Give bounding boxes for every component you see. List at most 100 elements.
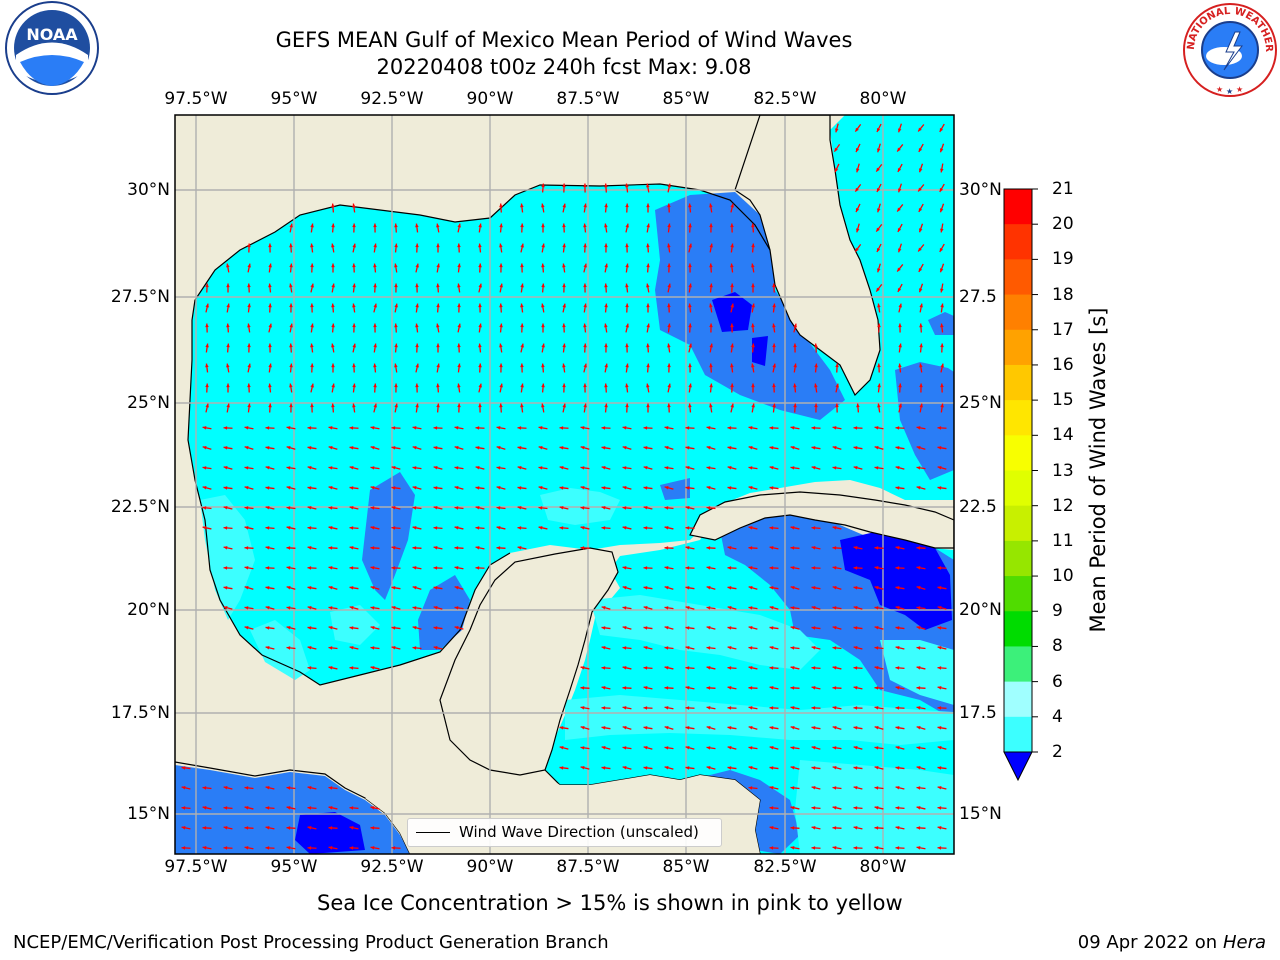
wind-arrow-head [226,263,230,268]
wind-arrow-head [601,686,606,690]
wind-arrow-head [394,323,398,328]
colorbar-tick-label: 10 [1052,566,1074,587]
wind-arrow-head [622,606,627,610]
wind-arrow-head [937,806,942,810]
wind-arrow-head [643,566,648,570]
wind-arrow-head [940,383,944,388]
wind-arrow-head [748,546,753,550]
wind-arrow-head [289,283,293,288]
wind-arrow-head [331,303,335,308]
wind-arrow-head [310,263,314,268]
wind-arrow-head [853,586,858,590]
wind-arrow-head [286,445,291,450]
wind-arrow-head [876,227,880,232]
wind-arrow-head [790,766,795,770]
wind-arrow-head [391,486,396,490]
wind-arrow-head [874,666,879,670]
wind-arrow-head [706,766,711,770]
wind-arrow-head [895,846,900,850]
wind-arrow-head [349,566,354,570]
wind-arrow-head [331,363,335,368]
colorbar-tick-label: 8 [1052,636,1063,657]
wind-arrow-head [814,363,818,368]
wind-arrow-head [307,426,312,430]
wind-arrow-head [916,786,921,790]
wind-arrow-head [874,746,879,750]
wind-arrow-head [709,363,713,368]
wind-arrow-head [751,363,755,368]
wind-arrow-head [436,363,440,368]
wind-arrow-head [685,726,690,730]
wind-arrow-head [916,766,921,770]
wind-arrow-head [748,686,753,690]
wind-arrow-head [415,323,419,328]
wind-arrow-head [664,606,669,610]
wind-arrow-head [181,806,186,810]
wind-arrow-head [685,606,690,610]
wind-arrow-head [874,786,879,790]
wind-arrow-head [436,303,440,308]
wind-arrow-head [769,526,774,530]
wind-arrow-head [601,706,606,710]
svg-text:★: ★ [1216,85,1223,94]
wind-arrow-head [265,466,270,470]
wind-arrow-head [559,426,564,430]
wind-arrow-head [520,223,524,228]
wind-arrow-head [478,363,482,368]
wind-arrow-head [265,546,270,550]
wind-arrow-head [730,323,734,328]
lat-tick-left: 20°N [127,600,170,620]
wind-arrow-head [769,766,774,770]
wind-arrow-head [412,606,417,610]
florida-land [734,115,881,397]
wind-arrow-head [918,288,923,293]
wind-arrow-head [580,686,585,690]
wind-arrow-head [517,466,522,470]
wind-arrow-head [625,243,629,248]
wind-arrow-head [685,446,690,450]
wind-arrow-head [265,846,270,850]
wind-arrow-head [916,466,921,470]
wind-arrow-head [646,183,650,188]
wind-arrow-head [373,283,377,288]
wind-arrow-head [583,183,587,188]
wind-arrow-head [769,706,774,710]
wind-arrow-head [790,806,795,810]
wind-arrow-head [499,343,503,348]
wind-arrow-head [730,203,734,208]
wind-arrow-head [688,343,692,348]
wind-arrow-head [202,506,207,510]
wind-arrow-head [748,486,753,490]
wind-arrow-head [769,746,774,750]
wind-arrow-head [562,243,566,248]
wind-arrow-head [328,566,333,570]
wind-arrow-head [289,223,293,228]
wind-arrow-head [307,526,312,530]
lon-tick-top: 92.5°W [360,89,424,109]
wind-arrow-head [373,383,377,388]
wind-arrow-head [604,403,608,408]
wind-arrow-head [877,303,881,308]
wind-arrow-head [898,323,902,328]
wind-arrow-head [643,506,648,510]
wind-arrow-head [244,846,249,850]
wind-arrow-head [391,606,396,610]
wind-arrow-head [727,706,732,710]
wind-arrow-head [625,223,629,228]
wind-arrow-head [247,403,251,408]
wind-arrow-head [478,403,482,408]
wind-arrow-head [855,148,860,153]
wind-arrow-head [646,223,650,228]
wind-arrow-head [876,287,880,292]
wind-arrow-head [772,283,776,288]
wind-arrow-head [310,223,314,228]
wind-arrow-head [562,223,566,228]
wind-arrow-head [646,343,650,348]
wind-arrow-head [394,223,398,228]
wind-arrow-head [646,383,650,388]
wind-arrow-head [205,363,209,368]
wind-arrow-head [391,546,396,550]
wind-arrow-head [835,403,839,408]
wind-arrow-head [834,168,839,173]
wind-arrow-head [328,826,333,830]
